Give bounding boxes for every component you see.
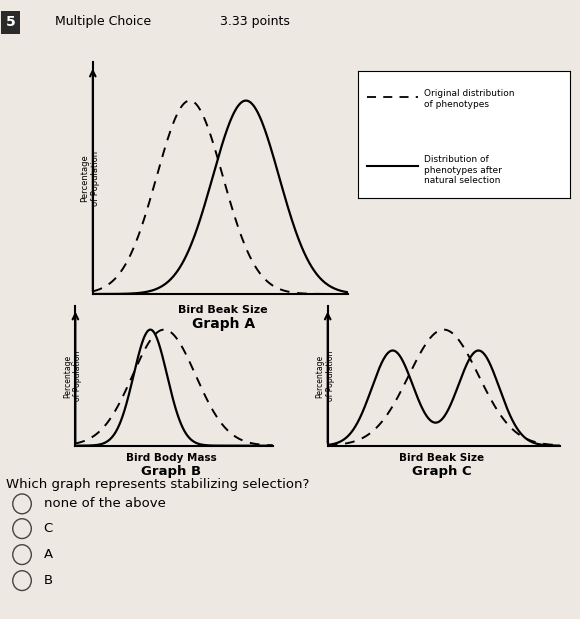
Text: Bird Beak Size: Bird Beak Size bbox=[179, 305, 268, 314]
Text: 5: 5 bbox=[6, 15, 16, 30]
Text: none of the above: none of the above bbox=[44, 497, 165, 511]
Text: 3.33 points: 3.33 points bbox=[220, 15, 290, 28]
Text: Graph A: Graph A bbox=[192, 317, 255, 331]
Text: Bird Body Mass: Bird Body Mass bbox=[126, 453, 216, 463]
Text: Which graph represents stabilizing selection?: Which graph represents stabilizing selec… bbox=[6, 478, 309, 491]
Y-axis label: Percentage
of Population: Percentage of Population bbox=[315, 351, 335, 401]
Text: Bird Beak Size: Bird Beak Size bbox=[400, 453, 484, 463]
Text: B: B bbox=[44, 574, 53, 587]
Text: C: C bbox=[44, 522, 53, 535]
Y-axis label: Percentage
of Population: Percentage of Population bbox=[63, 351, 82, 401]
Text: Graph C: Graph C bbox=[412, 465, 472, 478]
Text: Original distribution
of phenotypes: Original distribution of phenotypes bbox=[424, 89, 514, 109]
Y-axis label: Percentage
of Population: Percentage of Population bbox=[80, 150, 100, 206]
Text: Distribution of
phenotypes after
natural selection: Distribution of phenotypes after natural… bbox=[424, 155, 502, 185]
Text: Multiple Choice: Multiple Choice bbox=[55, 15, 151, 28]
Text: A: A bbox=[44, 548, 53, 561]
Text: Graph B: Graph B bbox=[141, 465, 201, 478]
